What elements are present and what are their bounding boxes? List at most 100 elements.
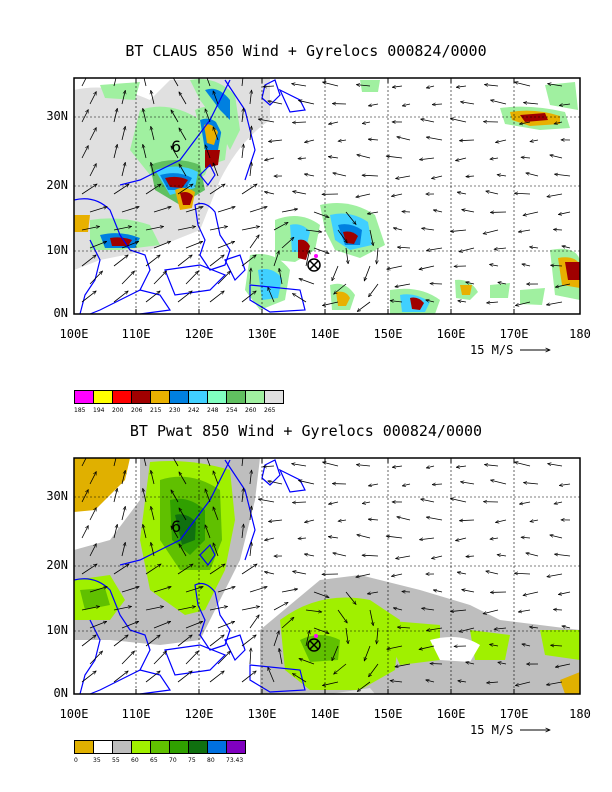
- colorbar-swatch: [169, 390, 189, 404]
- wind-vector: [332, 265, 339, 281]
- panel1-colorbar: [74, 390, 284, 404]
- colorbar-tick-label: 55: [112, 757, 120, 764]
- wind-vector: [369, 609, 373, 626]
- wind-vector: [145, 226, 164, 231]
- panel2-gridlines: [74, 458, 580, 694]
- colorbar-tick-label: 70: [169, 757, 177, 764]
- panel2-ylabel-0n: 0N: [53, 686, 68, 700]
- wind-vector: [483, 229, 499, 234]
- wind-vector: [368, 139, 379, 140]
- wind-vector: [518, 230, 531, 232]
- wind-vector: [153, 207, 171, 213]
- wind-vector: [422, 608, 435, 610]
- colorbar-swatch: [226, 390, 246, 404]
- wind-vector: [273, 631, 279, 647]
- wind-vector: [279, 268, 283, 285]
- wind-vector: [450, 118, 467, 123]
- wind-vector: [457, 192, 467, 194]
- wind-vector: [145, 635, 160, 647]
- wind-vector: [121, 207, 139, 213]
- wind-vector: [304, 139, 315, 142]
- colorbar-swatch: [188, 390, 208, 404]
- wind-vector: [461, 102, 475, 105]
- wind-vector: [515, 82, 531, 87]
- wind-vector: [81, 78, 87, 87]
- wind-vector: [242, 488, 244, 503]
- wind-vector: [387, 645, 403, 649]
- panel1-xlabel: 120E: [184, 327, 214, 341]
- wind-vector: [213, 543, 219, 557]
- wind-vector: [241, 606, 260, 611]
- wind-vector: [393, 608, 403, 610]
- wind-vector: [145, 606, 164, 611]
- wind-vector: [209, 606, 228, 611]
- wind-vector: [484, 85, 499, 86]
- wind-vector: [368, 484, 379, 486]
- wind-vector: [523, 483, 539, 484]
- wind-vector: [515, 301, 531, 306]
- wind-vector: [547, 193, 563, 197]
- panel2-xlabel: 180: [569, 707, 591, 721]
- wind-vector: [554, 174, 571, 176]
- colorbar-tick-label: 242: [188, 407, 200, 414]
- wind-vector: [153, 587, 171, 593]
- wind-vector: [113, 606, 132, 611]
- wind-vector: [391, 573, 403, 576]
- wind-vector: [185, 241, 203, 249]
- wind-vector: [522, 644, 531, 646]
- wind-vector: [334, 663, 347, 674]
- wind-vector: [121, 651, 135, 665]
- panel1-title: BT CLAUS 850 Wind + Gyrelocs 000824/0000: [125, 42, 487, 60]
- panel1-xlabel: 180: [569, 327, 591, 341]
- wind-vector: [334, 283, 347, 294]
- wind-vector: [185, 271, 199, 285]
- wind-vector: [81, 291, 96, 303]
- wind-vector: [242, 524, 244, 539]
- wind-vector: [89, 241, 107, 249]
- wind-vector: [377, 247, 378, 264]
- wind-vector: [268, 520, 283, 522]
- wind-vector: [113, 488, 117, 503]
- wind-vector: [466, 662, 475, 664]
- wind-vector: [292, 464, 307, 467]
- wind-vector: [171, 526, 179, 539]
- wind-vector: [205, 489, 211, 503]
- wind-vector: [89, 92, 97, 105]
- wind-vector: [431, 555, 443, 559]
- wind-vector: [298, 158, 307, 159]
- wind-vector: [362, 175, 379, 176]
- panel1-frame: [73, 77, 581, 315]
- wind-vector: [523, 103, 539, 104]
- wind-vector: [145, 184, 161, 195]
- wind-vector: [268, 667, 275, 683]
- wind-vector: [486, 191, 499, 195]
- wind-vector: [558, 211, 571, 215]
- wind-vector: [515, 681, 531, 686]
- wind-vector: [461, 482, 475, 485]
- wind-vector: [81, 606, 100, 611]
- wind-vector: [241, 635, 256, 647]
- wind-vector: [249, 207, 267, 213]
- wind-vector: [177, 291, 192, 303]
- wind-vector: [456, 86, 467, 87]
- wind-vector: [121, 506, 125, 521]
- wind-vector: [392, 466, 403, 467]
- wind-vector: [498, 282, 507, 284]
- wind-vector: [113, 291, 128, 303]
- wind-vector: [121, 241, 139, 249]
- wind-vector: [250, 542, 252, 557]
- wind-vector: [268, 101, 283, 105]
- panel1-scale-label: 15 M/S: [470, 343, 514, 357]
- wind-vector: [299, 659, 315, 665]
- wind-vector: [250, 506, 252, 521]
- wind-vector: [171, 490, 179, 503]
- panel2-xlabel: 130E: [247, 707, 277, 721]
- wind-vector: [368, 663, 379, 677]
- wind-vector: [113, 78, 117, 87]
- wind-vector: [151, 470, 155, 485]
- wind-vector: [292, 673, 307, 683]
- wind-vector: [433, 590, 443, 592]
- wind-vector: [521, 537, 531, 538]
- colorbar-swatch: [112, 740, 132, 754]
- wind-vector: [426, 466, 435, 468]
